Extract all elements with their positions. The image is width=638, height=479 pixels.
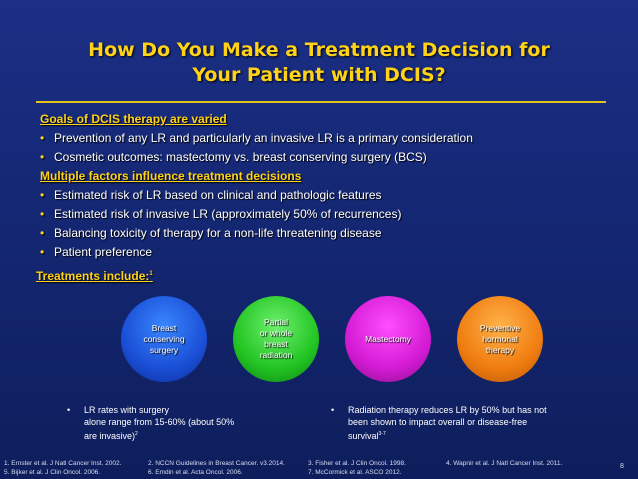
note-reference: 3-7 bbox=[378, 431, 386, 437]
note-reference: 2 bbox=[135, 431, 138, 437]
circle-label-line: Breast bbox=[151, 322, 177, 333]
reference-item: 6. Emdin et al. Acta Oncol. 2006. bbox=[148, 469, 243, 476]
bullet-item: • Patient preference bbox=[40, 243, 620, 262]
reference-item: 1. Ernster et al. J Natl Cancer Inst. 20… bbox=[4, 460, 122, 467]
note-line: survival3-7 bbox=[348, 428, 608, 442]
note-line: LR rates with surgery bbox=[84, 405, 170, 415]
reference-item: 3. Fisher et al. J Clin Oncol. 1998. bbox=[308, 460, 406, 467]
bullet-icon: • bbox=[40, 226, 45, 240]
note-line: been shown to impact overall or disease-… bbox=[348, 417, 528, 427]
bullet-icon: • bbox=[40, 245, 45, 259]
bullet-icon: • bbox=[40, 131, 45, 145]
reference-item: 4. Wapnir et al. J Natl Cancer Inst. 201… bbox=[446, 460, 563, 467]
treatment-circle-radiation: Partial or whole breast radiation bbox=[233, 296, 319, 382]
bullet-item: • Cosmetic outcomes: mastectomy vs. breas… bbox=[40, 148, 620, 167]
bullet-icon: • bbox=[40, 188, 45, 202]
bullet-icon: • bbox=[67, 405, 71, 415]
treatment-circle-bcs: Breast conserving surgery bbox=[121, 296, 207, 382]
bullet-icon: • bbox=[40, 207, 45, 221]
circle-label-line: conserving bbox=[143, 333, 185, 344]
note-line-text: survival bbox=[348, 431, 379, 441]
note-line: alone range from 15-60% (about 50% bbox=[84, 417, 235, 427]
note-surgery: • LR rates with surgery alone range from… bbox=[67, 404, 294, 442]
reference-column: 2. NCCN Guidelines in Breast Cancer. v3.… bbox=[148, 459, 285, 477]
bullet-item: • Estimated risk of LR based on clinical … bbox=[40, 186, 620, 205]
circle-label-line: surgery bbox=[149, 344, 179, 355]
title-line-2: Your Patient with DCIS? bbox=[192, 64, 446, 86]
title-line-1: How Do You Make a Treatment Decision for bbox=[88, 39, 550, 61]
reference-item: 7. McCormick et al. ASCO 2012. bbox=[308, 469, 402, 476]
bullet-icon: • bbox=[331, 405, 335, 415]
circle-label-line: or whole bbox=[259, 328, 293, 338]
treatment-circle-hormonal: Preventive hormonal therapy bbox=[457, 296, 543, 382]
bullet-icon: • bbox=[40, 150, 45, 164]
treatments-heading-text: Treatments include: bbox=[36, 269, 150, 283]
circle-label-line: breast bbox=[264, 339, 288, 349]
circle-label-line: Preventive bbox=[479, 322, 521, 333]
bullet-item: • Balancing toxicity of therapy for a non… bbox=[40, 224, 620, 243]
reference-column: 3. Fisher et al. J Clin Oncol. 1998. 7. … bbox=[308, 459, 406, 477]
title-divider bbox=[36, 101, 606, 103]
section-heading-factors: Multiple factors influence treatment dec… bbox=[40, 169, 302, 183]
section-heading-goals: Goals of DCIS therapy are varied bbox=[40, 112, 227, 126]
bullet-text: Prevention of any LR and particularly an… bbox=[54, 131, 473, 145]
circle-label-line: Mastectomy bbox=[365, 333, 411, 344]
circle-label-line: radiation bbox=[259, 350, 293, 360]
reference-column: 4. Wapnir et al. J Natl Cancer Inst. 201… bbox=[446, 459, 562, 468]
circle-label-line: hormonal bbox=[482, 333, 518, 344]
treatment-circle-mastectomy: Mastectomy bbox=[345, 296, 431, 382]
reference-column: 1. Ernster et al. J Natl Cancer Inst. 20… bbox=[4, 459, 121, 477]
bullet-item: • Prevention of any LR and particularly a… bbox=[40, 129, 620, 148]
note-line: are invasive)2 bbox=[84, 428, 294, 442]
bullet-text: Patient preference bbox=[54, 245, 153, 259]
reference-item: 5. Bijker et al. J Clin Oncol. 2006. bbox=[4, 469, 101, 476]
note-radiation: • Radiation therapy reduces LR by 50% bu… bbox=[331, 404, 608, 442]
treatments-reference: 1 bbox=[149, 271, 153, 277]
circle-label-line: therapy bbox=[485, 344, 515, 355]
slide-title: How Do You Make a Treatment Decision for… bbox=[0, 38, 638, 88]
circle-label-line: Partial bbox=[263, 317, 289, 327]
slide-body: Goals of DCIS therapy are varied • Preven… bbox=[40, 110, 620, 262]
bullet-text: Estimated risk of LR based on clinical a… bbox=[54, 188, 382, 202]
page-number: 8 bbox=[620, 463, 624, 470]
bullet-text: Cosmetic outcomes: mastectomy vs. breast… bbox=[54, 150, 427, 164]
note-line: Radiation therapy reduces LR by 50% but … bbox=[348, 405, 547, 415]
note-line-text: are invasive) bbox=[84, 431, 136, 441]
reference-item: 2. NCCN Guidelines in Breast Cancer. v3.… bbox=[148, 460, 285, 467]
bullet-text: Balancing toxicity of therapy for a non-… bbox=[54, 226, 382, 240]
bullet-text: Estimated risk of invasive LR (approxima… bbox=[54, 207, 402, 221]
treatments-heading: Treatments include:1 bbox=[36, 269, 153, 283]
bullet-item: • Estimated risk of invasive LR (approxim… bbox=[40, 205, 620, 224]
